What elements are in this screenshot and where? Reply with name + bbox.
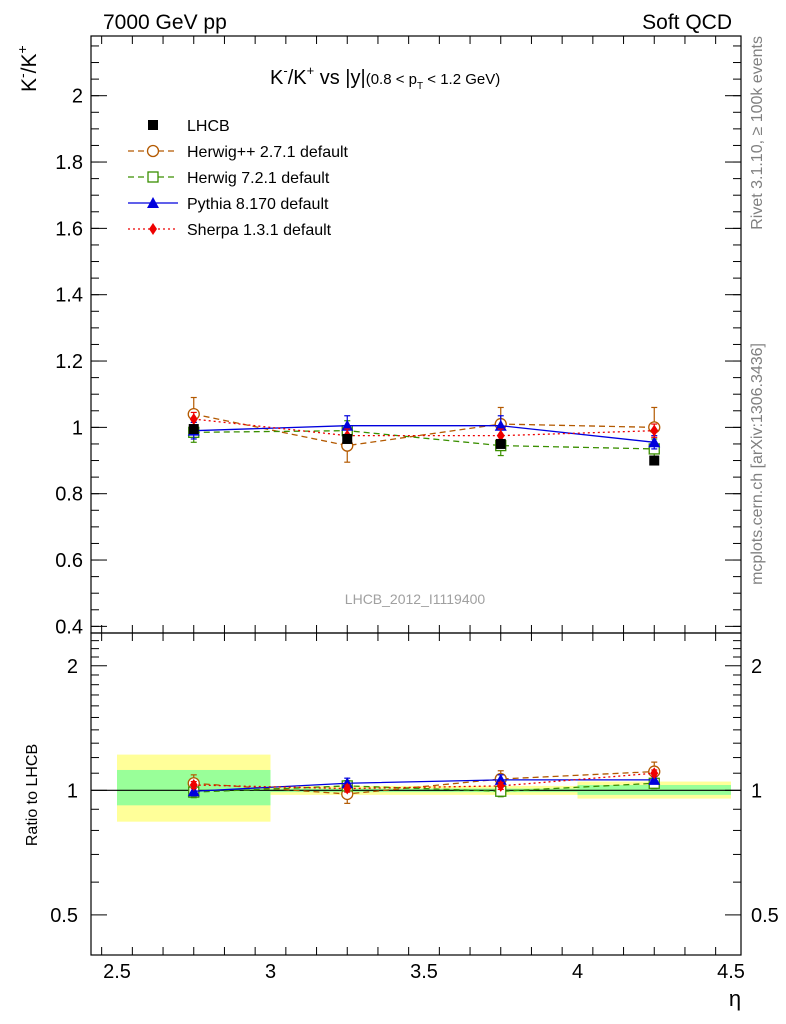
- x-tick-label: 4: [572, 961, 583, 983]
- ratio-sherpa-131-point: [496, 779, 505, 792]
- pythia-8170-point: [341, 419, 354, 431]
- x-tick-label: 3: [265, 961, 276, 983]
- ratio-sherpa-131-point: [189, 779, 198, 792]
- ratio-panel: 0.5 0.5 1 1 2 2 Ratio to LHCB: [24, 632, 779, 956]
- legend-label-herwig-721: Herwig 7.2.1 default: [187, 170, 330, 187]
- ratio-ticks: 0.5 0.5 1 1 2 2: [50, 633, 779, 955]
- ratio-pythia-8170-point: [648, 773, 661, 785]
- ratio-sherpa-131-point: [650, 767, 659, 780]
- main-title: K-/K+ vs |y|(0.8 < pT < 1.2 GeV): [270, 63, 500, 92]
- legend-marker-herwig-721: [147, 171, 159, 183]
- sherpa-131-point: [496, 429, 505, 442]
- rivet-version-label: Rivet 3.1.10, ≥ 100k events: [749, 36, 766, 230]
- x-tick-label: 4.5: [717, 961, 745, 983]
- ratio-y-tick-label-right: 1: [751, 780, 762, 802]
- ratio-y-tick-label: 0.5: [50, 905, 78, 927]
- main-y-tick-label: 0.6: [55, 550, 83, 572]
- ratio-y-tick-label-right: 2: [751, 656, 762, 678]
- main-y-tick-label: 2: [72, 86, 83, 108]
- pythia-8170-point: [648, 436, 661, 448]
- pythia-8170-point: [494, 419, 507, 431]
- main-y-tick-label: 1: [72, 417, 83, 439]
- x-tick-label: 2.5: [103, 961, 131, 983]
- main-y-tick-label: 0.4: [55, 616, 83, 638]
- sherpa-131-point: [189, 413, 198, 426]
- legend-marker-sherpa-131: [149, 223, 157, 235]
- lhcb-point: [342, 433, 353, 444]
- legend-label-lhcb: LHCB: [187, 118, 230, 135]
- header-right: Soft QCD: [642, 11, 732, 34]
- legend-label-herwigpp-271: Herwig++ 2.7.1 default: [187, 144, 349, 161]
- analysis-watermark: LHCB_2012_I1119400: [345, 591, 486, 607]
- legend-label-sherpa-131: Sherpa 1.3.1 default: [187, 222, 332, 239]
- main-y-tick-label: 0.8: [55, 484, 83, 506]
- ratio-sherpa-131-point: [343, 782, 352, 795]
- legend-marker-lhcb: [148, 120, 158, 130]
- ratio-sherpa-131-line: [193, 772, 655, 790]
- ratio-y-tick-label: 2: [67, 656, 78, 678]
- main-y-tick-label: 1.8: [55, 152, 83, 174]
- main-ticks: 0.4 0.6 0.8 1 1.2 1.4 1.6 1.8 2: [55, 36, 741, 638]
- ratio-y-tick-label-right: 0.5: [751, 905, 779, 927]
- mcplots-label: mcplots.cern.ch [arXiv:1306.3436]: [749, 343, 766, 585]
- main-y-tick-label: 1.2: [55, 351, 83, 373]
- main-marks: [187, 396, 661, 466]
- sherpa-131-line: [193, 418, 655, 437]
- header-left: 7000 GeV pp: [103, 11, 227, 34]
- ratio-y-tick-label: 1: [67, 780, 78, 802]
- ratio-herwigpp-271-line: [193, 770, 655, 795]
- legend-marker-pythia-8170: [147, 197, 159, 208]
- ratio-frame: [90, 632, 742, 956]
- main-ylabel: K-/K+: [14, 45, 41, 92]
- legend-label-pythia-8170: Pythia 8.170 default: [187, 196, 329, 213]
- herwig-721-line: [193, 430, 655, 450]
- ratio-ylabel: Ratio to LHCB: [24, 744, 41, 846]
- lhcb-point: [188, 424, 199, 435]
- legend: LHCB Herwig++ 2.7.1 default Herwig 7.2.1 d…: [128, 118, 349, 239]
- ratio-marks: [187, 761, 661, 804]
- herwigpp-271-line: [193, 413, 655, 447]
- x-tick-labels: 2.5 3 3.5 4 4.5: [103, 961, 745, 983]
- x-tick-label: 3.5: [410, 961, 438, 983]
- pythia-8170-line: [193, 425, 655, 443]
- legend-marker-herwigpp-271: [146, 144, 160, 158]
- x-axis-label: η: [729, 986, 741, 1011]
- sherpa-131-point: [650, 424, 659, 437]
- main-y-tick-label: 1.4: [55, 285, 83, 307]
- lhcb-point: [495, 438, 506, 449]
- lhcb-point: [649, 455, 660, 466]
- main-panel: 0.4 0.6 0.8 1 1.2 1.4 1.6 1.8 2 K-/K+ vs |y|(0.8…: [14, 35, 742, 638]
- main-y-tick-label: 1.6: [55, 218, 83, 240]
- ratio-herwig-721-line: [193, 782, 655, 793]
